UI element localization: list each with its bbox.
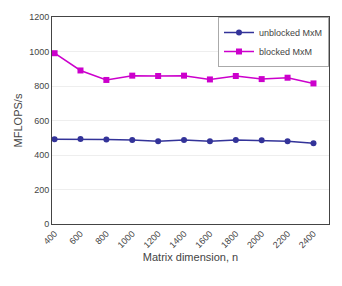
svg-text:MFLOPS/s: MFLOPS/s bbox=[12, 93, 24, 147]
svg-text:blocked MxM: blocked MxM bbox=[259, 47, 312, 57]
svg-text:200: 200 bbox=[34, 185, 49, 195]
svg-text:2200: 2200 bbox=[271, 229, 292, 250]
svg-text:400: 400 bbox=[41, 229, 59, 247]
svg-text:Matrix dimension, n: Matrix dimension, n bbox=[143, 251, 238, 263]
svg-text:0: 0 bbox=[44, 219, 49, 229]
svg-text:600: 600 bbox=[34, 116, 49, 126]
svg-text:800: 800 bbox=[93, 229, 111, 247]
svg-text:1800: 1800 bbox=[219, 229, 240, 250]
svg-text:1400: 1400 bbox=[167, 229, 188, 250]
svg-text:1000: 1000 bbox=[29, 47, 49, 57]
svg-text:1600: 1600 bbox=[193, 229, 214, 250]
svg-text:1000: 1000 bbox=[116, 229, 137, 250]
svg-text:1200: 1200 bbox=[29, 12, 49, 22]
svg-text:1200: 1200 bbox=[142, 229, 163, 250]
svg-text:2400: 2400 bbox=[297, 229, 318, 250]
svg-text:800: 800 bbox=[34, 81, 49, 91]
svg-text:unblocked MxM: unblocked MxM bbox=[259, 28, 322, 38]
svg-text:2000: 2000 bbox=[245, 229, 266, 250]
svg-text:600: 600 bbox=[67, 229, 85, 247]
svg-text:400: 400 bbox=[34, 150, 49, 160]
